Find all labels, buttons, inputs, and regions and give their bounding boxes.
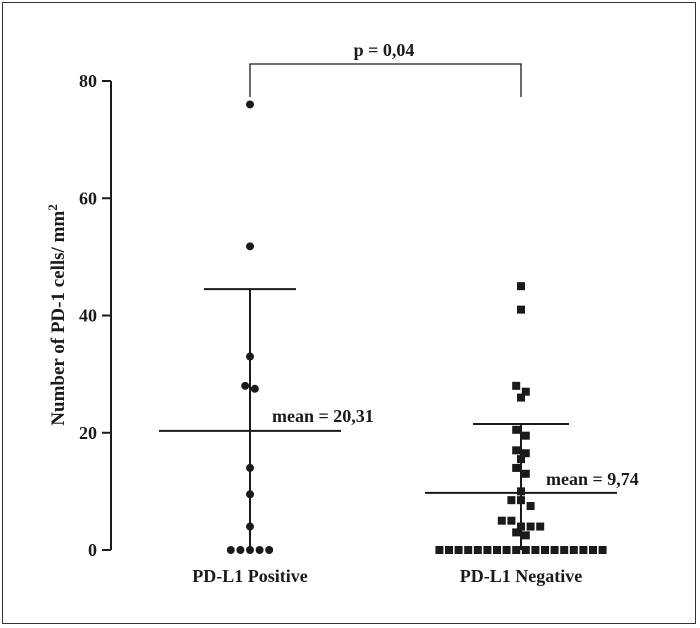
data-point-square — [483, 546, 492, 554]
y-tick-label: 0 — [88, 540, 97, 560]
data-point-square — [531, 546, 540, 554]
data-point-square — [517, 496, 525, 505]
data-point-circle — [246, 546, 254, 554]
data-point-square — [569, 546, 578, 554]
y-tick-label: 60 — [79, 188, 97, 208]
p-value-annotation: p = 0,04 — [354, 40, 415, 60]
data-point-square — [589, 546, 597, 554]
data-point-square — [550, 546, 559, 554]
data-point-square — [512, 546, 521, 554]
data-point-square — [473, 546, 482, 554]
data-point-circle — [246, 522, 254, 531]
data-point-square — [517, 305, 525, 314]
data-point-square — [507, 496, 516, 505]
x-axis-labels: PD-L1 Positive PD-L1 Negative — [192, 566, 582, 586]
data-point-square — [512, 463, 521, 472]
data-point-square — [521, 469, 530, 478]
data-point-circle — [236, 546, 245, 554]
mean-label: mean = 9,74 — [546, 469, 639, 489]
data-point-square — [521, 387, 530, 396]
data-point-square — [517, 393, 525, 402]
y-axis-label: Number of PD-1 cells/ mm2 — [45, 204, 69, 425]
x-category-label: PD-L1 Negative — [460, 566, 582, 586]
data-point-square — [435, 546, 444, 554]
x-category-label: PD-L1 Positive — [192, 566, 307, 586]
data-point-square — [507, 516, 516, 525]
bracket-line — [249, 63, 522, 97]
data-point-square — [521, 546, 530, 554]
significance-bracket — [249, 63, 522, 97]
data-point-square — [521, 449, 530, 458]
data-point-circle — [226, 546, 235, 554]
data-point-square — [493, 546, 501, 554]
data-point-square — [502, 546, 511, 554]
data-point-circle — [246, 463, 254, 472]
data-point-square — [560, 546, 569, 554]
data-point-square — [512, 425, 521, 434]
data-point-square — [517, 282, 525, 291]
y-tick-label: 20 — [79, 423, 97, 443]
data-point-square — [512, 381, 521, 390]
data-point-circle — [246, 242, 254, 251]
data-points — [226, 100, 607, 554]
data-point-square — [464, 546, 473, 554]
data-point-circle — [246, 100, 254, 109]
data-point-square — [526, 502, 535, 511]
data-point-circle — [265, 546, 274, 554]
data-point-square — [521, 431, 530, 440]
data-point-square — [512, 528, 521, 537]
data-point-circle — [246, 490, 254, 499]
data-point-square — [526, 522, 535, 531]
data-point-circle — [250, 384, 259, 393]
data-point-square — [454, 546, 463, 554]
y-tick-label: 80 — [79, 71, 97, 91]
data-point-square — [517, 455, 525, 464]
data-point-circle — [241, 381, 250, 390]
mean-label: mean = 20,31 — [272, 406, 374, 426]
data-point-square — [521, 531, 530, 540]
data-point-square — [517, 487, 525, 496]
data-point-square — [536, 522, 545, 531]
y-tick-label: 40 — [79, 306, 97, 326]
data-point-square — [579, 546, 588, 554]
data-point-square — [512, 446, 521, 455]
y-axis-ticks: 0 20 40 60 80 — [79, 71, 111, 560]
data-point-square — [497, 516, 506, 525]
data-point-circle — [255, 546, 264, 554]
data-point-square — [541, 546, 549, 554]
data-point-circle — [246, 352, 254, 361]
data-point-square — [445, 546, 453, 554]
data-point-square — [517, 522, 525, 531]
data-point-square — [598, 546, 607, 554]
group-statistics: mean = 20,31 mean = 9,74 — [159, 288, 639, 550]
